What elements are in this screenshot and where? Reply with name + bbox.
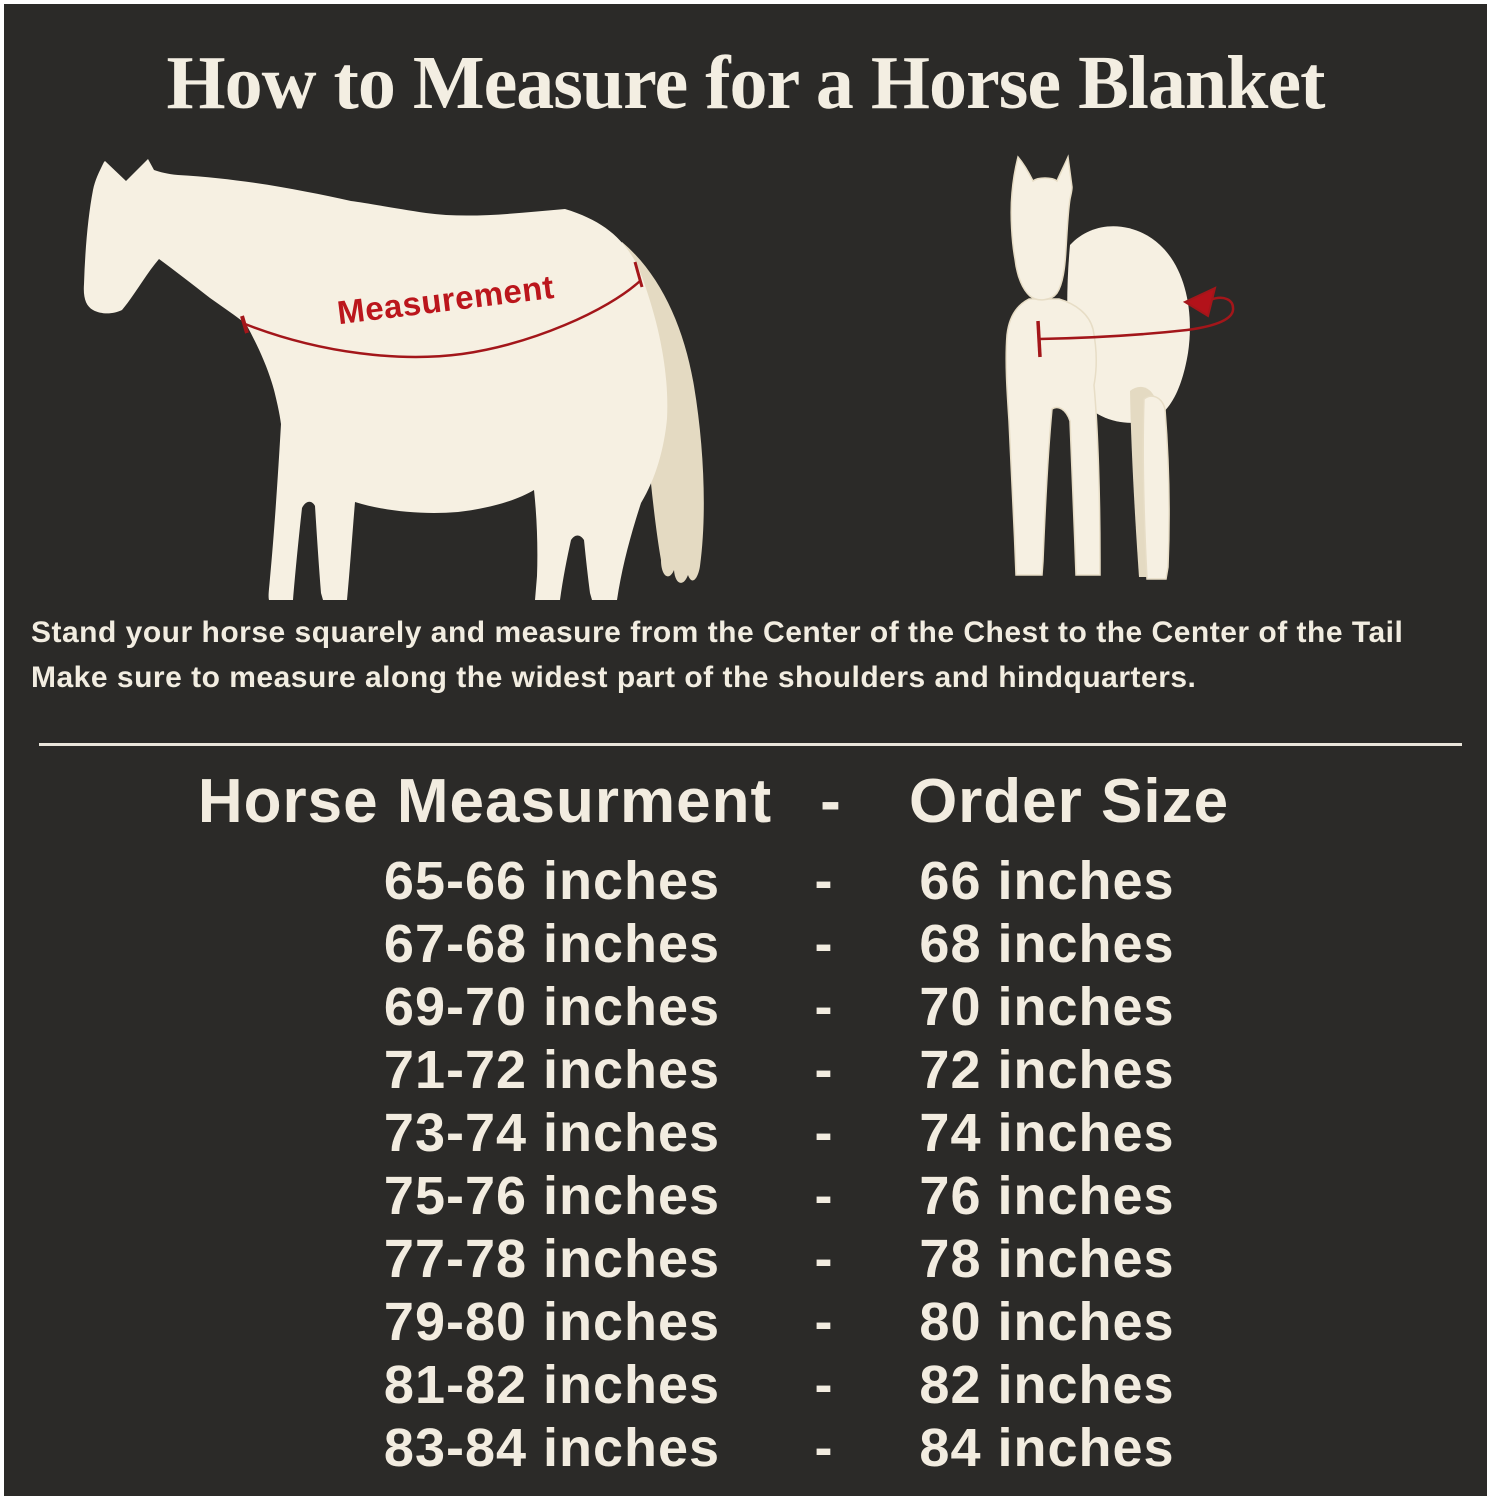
table-row: 79-80 inches - 80 inches xyxy=(4,1291,1491,1354)
dash: - xyxy=(814,977,834,1037)
hind-leg xyxy=(1142,395,1170,580)
table-row: 65-66 inches - 66 inches xyxy=(4,850,1491,913)
measurement-tick-tail xyxy=(633,261,644,288)
order-size-cell: 68 inches xyxy=(919,914,1175,974)
horse-side-view-diagram: Measurement xyxy=(83,159,704,600)
order-size-cell: 70 inches xyxy=(919,977,1175,1037)
order-size-cell: 80 inches xyxy=(919,1292,1175,1352)
measurement-cell: 65-66 inches xyxy=(383,851,721,911)
infographic-card: How to Measure for a Horse Blanket Measu… xyxy=(4,4,1487,1496)
measurement-cell: 71-72 inches xyxy=(383,1040,721,1100)
size-table-header: Horse Measurment - Order Size xyxy=(4,762,1491,842)
header-horse-measurement: Horse Measurment xyxy=(197,767,773,836)
size-table: Horse Measurment - Order Size 65-66 inch… xyxy=(4,762,1491,1478)
measurement-cell: 81-82 inches xyxy=(383,1355,721,1415)
measurement-tick-chest xyxy=(240,315,249,334)
wrap-arrow-line xyxy=(1038,296,1235,341)
divider-line xyxy=(39,743,1462,746)
dash: - xyxy=(814,1292,834,1352)
order-size-cell: 84 inches xyxy=(919,1418,1175,1478)
horse-body xyxy=(1067,226,1190,423)
dash: - xyxy=(814,851,834,911)
table-row: 71-72 inches - 72 inches xyxy=(4,1039,1491,1102)
order-size-cell: 78 inches xyxy=(919,1229,1175,1289)
horse-head xyxy=(1010,154,1073,301)
instructions: Stand your horse squarely and measure fr… xyxy=(31,610,1476,700)
dash: - xyxy=(814,1229,834,1289)
dash: - xyxy=(814,1418,834,1478)
measurement-line xyxy=(244,280,641,359)
measurement-cell: 77-78 inches xyxy=(383,1229,721,1289)
dash: - xyxy=(814,914,834,974)
size-table-rows: 65-66 inches - 66 inches 67-68 inches - … xyxy=(4,850,1491,1480)
measurement-cell: 73-74 inches xyxy=(383,1103,721,1163)
table-row: 69-70 inches - 70 inches xyxy=(4,976,1491,1039)
chest-and-front-legs xyxy=(1005,298,1101,576)
measurement-cell: 79-80 inches xyxy=(383,1292,721,1352)
table-row: 77-78 inches - 78 inches xyxy=(4,1228,1491,1291)
measurement-cell: 69-70 inches xyxy=(383,977,721,1037)
header-separator: - xyxy=(820,767,842,836)
order-size-cell: 82 inches xyxy=(919,1355,1175,1415)
order-size-cell: 66 inches xyxy=(919,851,1175,911)
instructions-line-1: Stand your horse squarely and measure fr… xyxy=(31,616,1404,649)
dash: - xyxy=(814,1166,834,1226)
wrap-arrow-head xyxy=(1182,286,1217,318)
page-title: How to Measure for a Horse Blanket xyxy=(166,41,1326,125)
table-row: 73-74 inches - 74 inches xyxy=(4,1102,1491,1165)
measurement-cell: 75-76 inches xyxy=(383,1166,721,1226)
table-row: 75-76 inches - 76 inches xyxy=(4,1165,1491,1228)
measurement-cell: 67-68 inches xyxy=(383,914,721,974)
dash: - xyxy=(814,1355,834,1415)
dash: - xyxy=(814,1103,834,1163)
measurement-cell: 83-84 inches xyxy=(383,1418,721,1478)
horse-silhouette xyxy=(83,159,668,600)
table-row: 83-84 inches - 84 inches xyxy=(4,1417,1491,1480)
table-row: 81-82 inches - 82 inches xyxy=(4,1354,1491,1417)
order-size-cell: 76 inches xyxy=(919,1166,1175,1226)
table-row: 67-68 inches - 68 inches xyxy=(4,913,1491,976)
dash: - xyxy=(814,1040,834,1100)
horse-front-view-diagram xyxy=(1005,154,1235,580)
order-size-cell: 72 inches xyxy=(919,1040,1175,1100)
order-size-cell: 74 inches xyxy=(919,1103,1175,1163)
instructions-line-2: Make sure to measure along the widest pa… xyxy=(31,661,1197,694)
header-order-size: Order Size xyxy=(908,767,1230,836)
